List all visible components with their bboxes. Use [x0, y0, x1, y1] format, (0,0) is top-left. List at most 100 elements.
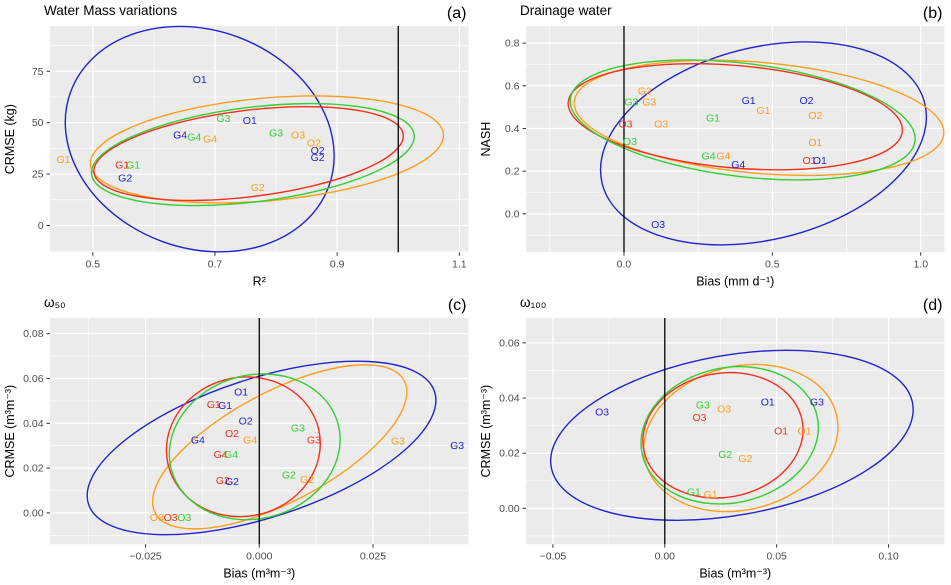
data-point-label: G1 [56, 154, 70, 166]
data-point-label: G3 [291, 423, 305, 435]
data-point-label: O2 [799, 95, 813, 107]
data-point-label: O2 [225, 428, 239, 440]
y-tick-label: 0.08 [23, 329, 44, 341]
data-point-label: O1 [243, 115, 257, 127]
y-tick-label: 0.6 [504, 80, 519, 92]
x-tick-label: 1.0 [913, 258, 928, 270]
data-point-label: O1 [808, 137, 822, 149]
x-tick-label: 0.000 [246, 551, 272, 563]
panel-title: Water Mass variations [44, 3, 177, 18]
data-point-label: G4 [173, 130, 187, 142]
data-point-label: G4 [191, 435, 205, 447]
y-axis-title: CRMSE (m³m⁻³) [3, 385, 17, 478]
data-point-label: G1 [126, 159, 140, 171]
data-point-label: O1 [812, 155, 826, 167]
data-point-label: O1 [234, 387, 248, 399]
y-tick-label: 0.2 [504, 166, 519, 178]
data-point-label: O3 [618, 119, 632, 131]
x-tick-label: 0.0 [616, 258, 631, 270]
data-point-label: G2 [225, 476, 239, 488]
data-point-label: O3 [150, 512, 164, 524]
data-point-label: O1 [797, 426, 811, 438]
y-tick-label: 0.4 [504, 123, 519, 135]
data-point-label: G3 [269, 127, 283, 139]
panel-tag: (d) [922, 297, 942, 314]
data-point-label: G3 [217, 113, 231, 125]
data-point-label: O1 [774, 426, 788, 438]
data-point-label: G2 [311, 152, 325, 164]
panel-tag: (c) [448, 297, 467, 314]
data-point-label: G4 [701, 151, 715, 163]
y-tick-label: 0.04 [23, 418, 44, 430]
data-point-label: G1 [756, 105, 770, 117]
data-point-label: G2 [738, 454, 752, 466]
data-point-label: G2 [300, 474, 314, 486]
x-axis-title: Bias (m³m⁻³) [699, 567, 771, 581]
data-point-label: G4 [187, 132, 201, 144]
data-point-label: G1 [218, 400, 232, 412]
y-tick-label: 0.06 [499, 338, 520, 350]
data-point-label: O1 [760, 397, 774, 409]
data-point-label: O1 [193, 74, 207, 86]
data-point-label: O3 [177, 512, 191, 524]
data-point-label: G3 [624, 96, 638, 108]
x-tick-label: 0.00 [654, 551, 675, 563]
data-point-label: G4 [716, 151, 730, 163]
data-point-label: G1 [741, 95, 755, 107]
data-point-label: G3 [809, 397, 823, 409]
y-tick-label: 0.0 [504, 208, 519, 220]
y-tick-label: 0 [38, 220, 44, 232]
x-tick-label: 0.10 [878, 551, 899, 563]
y-tick-label: 0.8 [504, 38, 519, 50]
plot-area [50, 26, 468, 252]
x-tick-label: 0.5 [86, 258, 101, 270]
panel-title: ω₅₀ [44, 295, 66, 310]
data-point-label: G3 [307, 435, 321, 447]
data-point-label: O3 [164, 512, 178, 524]
data-point-label: G4 [203, 134, 217, 146]
data-point-label: O2 [808, 110, 822, 122]
x-tick-label: 0.5 [765, 258, 780, 270]
x-tick-label: 0.05 [766, 551, 787, 563]
data-point-label: G4 [731, 159, 745, 171]
y-tick-label: 0.06 [23, 373, 44, 385]
data-point-label: O3 [291, 130, 305, 142]
y-tick-label: 50 [32, 117, 44, 129]
x-axis-title: Bias (m³m⁻³) [223, 567, 295, 581]
data-point-label: G3 [391, 436, 405, 448]
data-point-label: O3 [692, 412, 706, 424]
data-point-label: G1 [703, 489, 717, 501]
panel-title: ω₁₀₀ [520, 295, 546, 310]
y-tick-label: 0.02 [23, 463, 44, 475]
data-point-label: G3 [642, 96, 656, 108]
y-tick-label: 75 [32, 66, 44, 78]
x-tick-label: 0.9 [330, 258, 345, 270]
data-point-label: O2 [239, 416, 253, 428]
data-point-label: G3 [450, 441, 464, 453]
data-point-label: G2 [282, 470, 296, 482]
data-point-label: G3 [695, 400, 709, 412]
data-point-label: O3 [717, 404, 731, 416]
panel-tag: (b) [922, 5, 942, 22]
data-point-label: G2 [118, 173, 132, 185]
x-axis-title: Bias (mm d⁻¹) [696, 274, 774, 288]
x-tick-label: −0.05 [539, 551, 566, 563]
x-tick-label: 0.7 [208, 258, 223, 270]
y-axis-title: NASH [479, 122, 493, 157]
data-point-label: O3 [654, 119, 668, 131]
x-axis-title: R² [253, 274, 266, 288]
x-tick-label: 0.025 [360, 551, 386, 563]
data-point-label: G2 [251, 182, 265, 194]
x-tick-label: 1.1 [452, 258, 467, 270]
plot-area [526, 318, 944, 544]
data-point-label: G4 [243, 435, 257, 447]
data-point-label: O3 [622, 136, 636, 148]
